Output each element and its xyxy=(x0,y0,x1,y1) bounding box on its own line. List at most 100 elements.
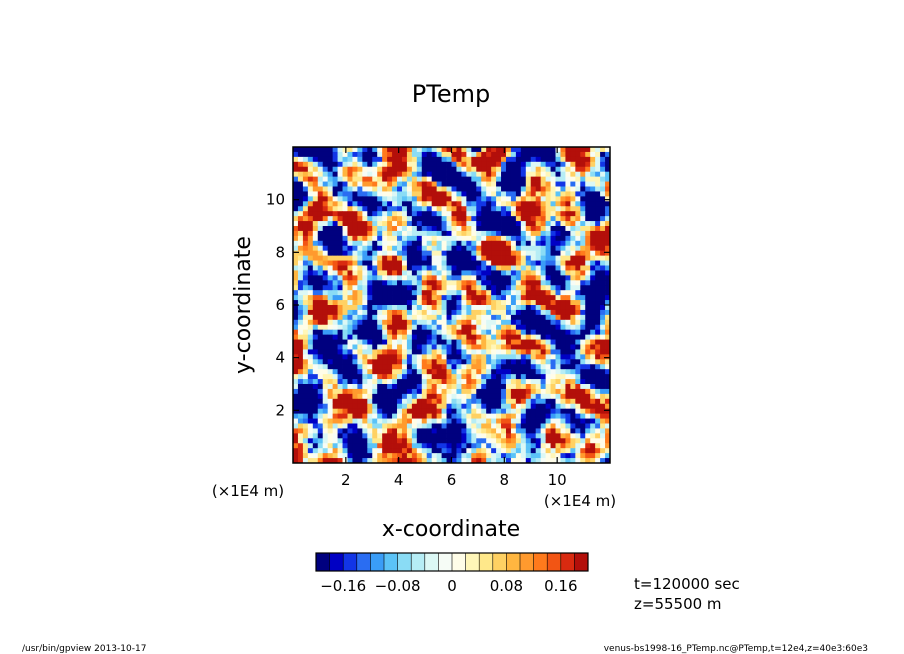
heatmap-cell xyxy=(297,191,304,197)
heatmap-cell xyxy=(416,339,423,345)
heatmap-cell xyxy=(382,191,388,197)
heatmap-cell xyxy=(505,166,512,173)
heatmap-cell xyxy=(496,393,502,400)
heatmap-cell xyxy=(387,418,393,424)
heatmap-cell xyxy=(570,433,576,439)
heatmap-cell xyxy=(382,408,388,415)
heatmap-cell xyxy=(451,334,457,340)
heatmap-cell xyxy=(510,349,517,355)
heatmap-cell xyxy=(540,384,547,390)
heatmap-cell xyxy=(555,156,561,163)
heatmap-cell xyxy=(322,443,329,449)
heatmap-cell xyxy=(555,384,561,390)
heatmap-cell xyxy=(377,309,383,316)
heatmap-cell xyxy=(312,295,319,301)
heatmap-cell xyxy=(322,364,329,370)
heatmap-cell xyxy=(456,300,462,306)
heatmap-cell xyxy=(530,408,537,415)
heatmap-cell xyxy=(491,280,497,286)
heatmap-cell xyxy=(540,364,547,370)
heatmap-cell xyxy=(406,423,413,429)
heatmap-cell xyxy=(337,334,343,340)
heatmap-cell xyxy=(406,403,413,410)
heatmap-cell xyxy=(520,334,527,340)
heatmap-cell xyxy=(293,314,299,321)
heatmap-cell xyxy=(580,314,586,321)
heatmap-cell xyxy=(560,240,566,247)
heatmap-cell xyxy=(540,147,547,153)
heatmap-cell xyxy=(481,166,487,173)
heatmap-cell xyxy=(505,156,512,163)
heatmap-cell xyxy=(426,354,433,360)
heatmap-cell xyxy=(505,354,512,360)
heatmap-cell xyxy=(520,186,527,192)
heatmap-cell xyxy=(451,319,457,326)
heatmap-cell xyxy=(431,280,438,286)
heatmap-cell xyxy=(600,369,606,375)
heatmap-cell xyxy=(327,240,334,247)
heatmap-cell xyxy=(382,443,388,449)
heatmap-cell xyxy=(426,334,433,340)
heatmap-cell xyxy=(297,309,304,316)
heatmap-cell xyxy=(397,245,403,252)
heatmap-cell xyxy=(332,265,338,271)
heatmap-cell xyxy=(322,230,329,237)
heatmap-cell xyxy=(496,369,502,375)
heatmap-cell xyxy=(565,458,571,463)
heatmap-cell xyxy=(382,285,388,291)
heatmap-cell xyxy=(476,265,482,271)
chart-title: PTemp xyxy=(412,80,490,108)
heatmap-cell xyxy=(535,359,542,365)
heatmap-cell xyxy=(570,379,576,385)
heatmap-cell xyxy=(337,216,343,222)
heatmap-cell xyxy=(446,240,452,247)
heatmap-cell xyxy=(595,428,601,434)
heatmap-cell xyxy=(327,329,334,336)
heatmap-cell xyxy=(545,398,551,405)
heatmap-cell xyxy=(476,285,482,291)
heatmap-cell xyxy=(293,423,299,429)
heatmap-cell xyxy=(476,211,482,217)
heatmap-cell xyxy=(357,161,363,168)
heatmap-cell xyxy=(347,255,353,261)
heatmap-cell xyxy=(451,151,457,158)
heatmap-cell xyxy=(372,151,378,158)
heatmap-cell xyxy=(302,171,309,178)
heatmap-cell xyxy=(297,275,304,281)
heatmap-cell xyxy=(451,196,457,202)
heatmap-cell xyxy=(595,240,601,247)
heatmap-cell xyxy=(570,156,576,163)
heatmap-cell xyxy=(540,413,547,419)
heatmap-cell xyxy=(441,147,447,153)
heatmap-cell xyxy=(327,413,334,419)
footer-left: /usr/bin/gpview 2013-10-17 xyxy=(22,644,146,654)
heatmap-cell xyxy=(367,344,373,350)
heatmap-cell xyxy=(362,250,368,257)
heatmap-cell xyxy=(332,221,338,227)
heatmap-cell xyxy=(327,339,334,345)
heatmap-cell xyxy=(496,285,502,291)
heatmap-cell xyxy=(307,285,314,291)
heatmap-cell xyxy=(406,374,413,380)
heatmap-cell xyxy=(322,206,329,212)
heatmap-cell xyxy=(436,393,442,400)
heatmap-cell xyxy=(416,211,423,217)
heatmap-cell xyxy=(406,151,413,158)
heatmap-cell xyxy=(461,423,467,429)
heatmap-cell xyxy=(486,245,492,252)
heatmap-cell xyxy=(461,147,467,153)
heatmap-cell xyxy=(436,147,442,153)
heatmap-cell xyxy=(466,226,472,232)
heatmap-cell xyxy=(565,408,571,415)
heatmap-cell xyxy=(317,270,324,276)
heatmap-cell xyxy=(545,245,551,252)
heatmap-cell xyxy=(451,290,457,296)
heatmap-cell xyxy=(426,300,433,306)
heatmap-cell xyxy=(401,349,408,355)
heatmap-cell xyxy=(406,314,413,321)
heatmap-cell xyxy=(605,438,610,444)
heatmap-cell xyxy=(327,443,334,449)
heatmap-cell xyxy=(297,181,304,187)
heatmap-cell xyxy=(367,453,373,459)
heatmap-cell xyxy=(347,418,353,424)
